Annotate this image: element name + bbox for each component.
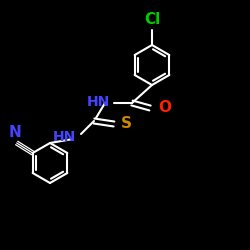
Text: O: O <box>158 100 171 116</box>
Text: S: S <box>121 116 132 132</box>
Text: N: N <box>8 125 21 140</box>
Text: Cl: Cl <box>144 12 160 27</box>
Text: HN: HN <box>53 130 76 144</box>
Text: HN: HN <box>87 95 110 109</box>
